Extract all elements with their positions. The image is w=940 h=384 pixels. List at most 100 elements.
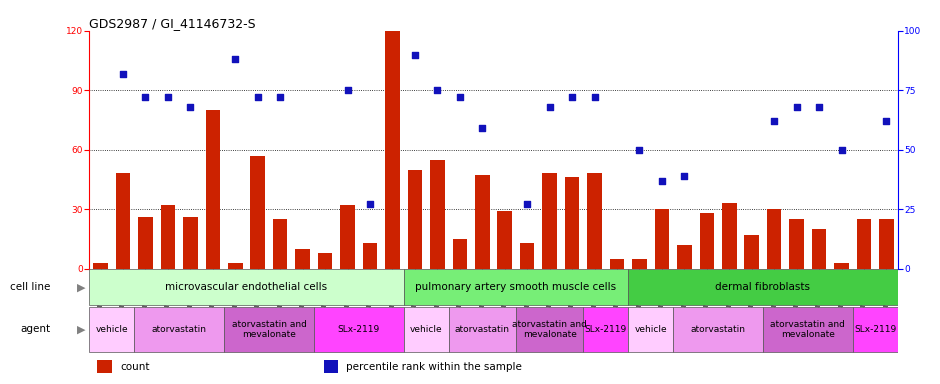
Bar (273, 219, 288, 269)
Bar (183, 217, 197, 269)
Bar (588, 174, 602, 269)
Point (161, 94, 176, 100)
Bar (448, 307, 516, 352)
Bar (673, 307, 763, 352)
Point (811, 104, 826, 110)
Text: cell line: cell line (10, 282, 51, 292)
Point (475, 125, 490, 131)
Bar (654, 209, 669, 269)
Bar (628, 270, 898, 305)
Bar (677, 245, 692, 269)
Point (879, 118, 894, 124)
Bar (497, 211, 512, 269)
Point (767, 118, 782, 124)
Point (363, 201, 378, 207)
Point (250, 94, 265, 100)
Text: count: count (120, 361, 149, 372)
Bar (93, 263, 108, 269)
Bar (584, 307, 628, 352)
Point (677, 173, 692, 179)
Point (273, 94, 288, 100)
Point (116, 71, 131, 77)
Text: ▶: ▶ (77, 324, 86, 334)
Bar (408, 169, 422, 269)
Text: atorvastatin and
mevalonate: atorvastatin and mevalonate (231, 320, 306, 339)
Bar (89, 307, 134, 352)
Bar (250, 156, 265, 269)
Bar (516, 307, 584, 352)
Text: atorvastatin and
mevalonate: atorvastatin and mevalonate (512, 320, 588, 339)
Point (138, 94, 153, 100)
Point (654, 177, 669, 184)
Point (430, 87, 445, 93)
Bar (767, 209, 781, 269)
Bar (744, 235, 759, 269)
Text: vehicle: vehicle (634, 325, 667, 334)
Bar (520, 243, 535, 269)
Point (520, 201, 535, 207)
Text: atorvastatin and
mevalonate: atorvastatin and mevalonate (771, 320, 845, 339)
Text: atorvastatin: atorvastatin (151, 325, 207, 334)
Text: pulmonary artery smooth muscle cells: pulmonary artery smooth muscle cells (415, 282, 617, 292)
Bar (385, 31, 400, 269)
Bar (812, 229, 826, 269)
Bar (856, 219, 871, 269)
Bar (134, 307, 224, 352)
Bar (161, 205, 175, 269)
Bar (403, 270, 628, 305)
Point (587, 94, 602, 100)
Bar (224, 307, 314, 352)
Bar (542, 174, 556, 269)
Bar (138, 217, 152, 269)
Bar (633, 259, 647, 269)
Bar (403, 307, 448, 352)
Bar (98, 360, 112, 373)
Bar (722, 203, 737, 269)
Bar (318, 253, 333, 269)
Text: GDS2987 / GI_41146732-S: GDS2987 / GI_41146732-S (89, 17, 256, 30)
Bar (431, 160, 445, 269)
Bar (314, 307, 403, 352)
Text: SLx-2119: SLx-2119 (337, 325, 380, 334)
Bar (295, 249, 310, 269)
Point (340, 87, 355, 93)
Point (452, 94, 467, 100)
Point (542, 104, 557, 110)
Point (632, 147, 647, 153)
Point (789, 104, 804, 110)
Bar (475, 175, 490, 269)
Bar (565, 177, 579, 269)
Bar (452, 239, 467, 269)
Text: dermal fibroblasts: dermal fibroblasts (715, 282, 810, 292)
Text: vehicle: vehicle (410, 325, 443, 334)
Bar (228, 263, 243, 269)
Text: agent: agent (21, 324, 51, 334)
Bar (206, 110, 220, 269)
Bar (610, 259, 624, 269)
Text: vehicle: vehicle (96, 325, 128, 334)
Bar (323, 360, 338, 373)
Bar (790, 219, 804, 269)
Bar (763, 307, 853, 352)
Bar (89, 270, 403, 305)
Text: ▶: ▶ (77, 282, 86, 292)
Text: atorvastatin: atorvastatin (455, 325, 509, 334)
Text: microvascular endothelial cells: microvascular endothelial cells (165, 282, 327, 292)
Bar (879, 219, 894, 269)
Bar (628, 307, 673, 352)
Bar (116, 174, 131, 269)
Point (834, 147, 849, 153)
Text: SLx-2119: SLx-2119 (585, 325, 627, 334)
Bar (340, 205, 354, 269)
Text: atorvastatin: atorvastatin (691, 325, 745, 334)
Point (407, 51, 422, 58)
Bar (853, 307, 898, 352)
Point (227, 56, 243, 62)
Bar (699, 213, 714, 269)
Point (182, 104, 197, 110)
Text: SLx-2119: SLx-2119 (854, 325, 897, 334)
Text: percentile rank within the sample: percentile rank within the sample (346, 361, 523, 372)
Bar (835, 263, 849, 269)
Bar (363, 243, 377, 269)
Point (565, 94, 580, 100)
